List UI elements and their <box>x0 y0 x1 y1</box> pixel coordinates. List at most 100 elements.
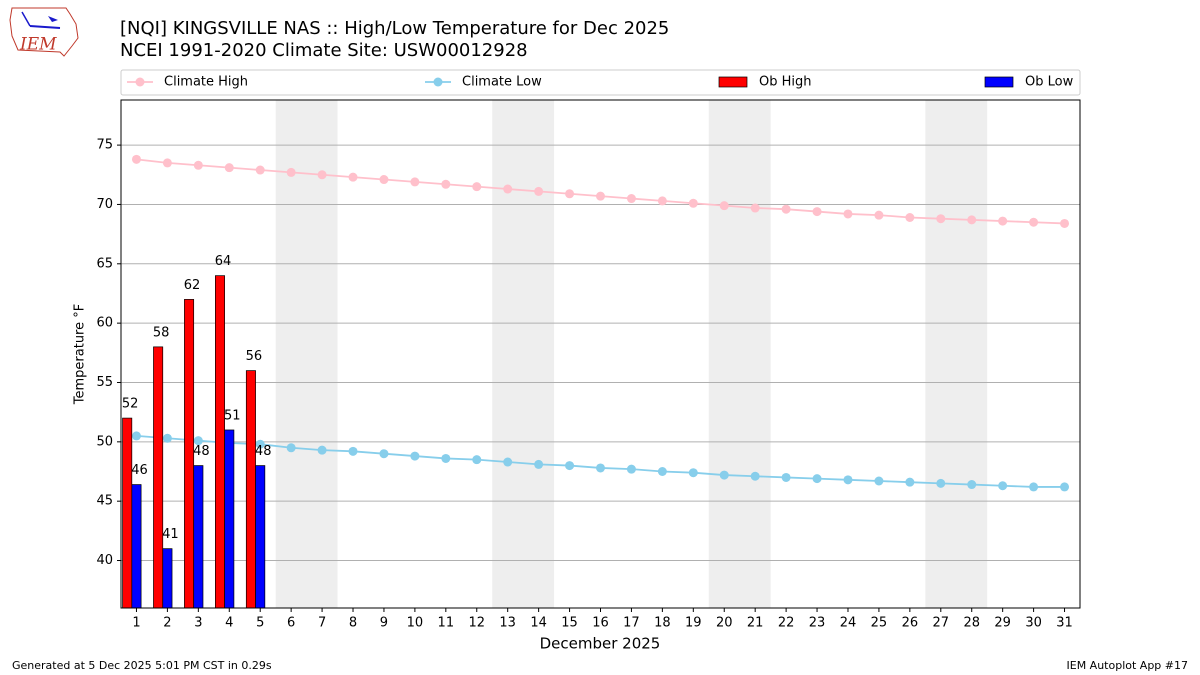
point <box>131 154 141 164</box>
legend-label: Climate Low <box>462 75 542 90</box>
data-label: 48 <box>255 444 272 459</box>
point <box>626 194 636 204</box>
x-tick-label: 24 <box>840 616 857 631</box>
x-tick-label: 29 <box>994 616 1011 631</box>
data-label: 46 <box>131 463 148 478</box>
point <box>1060 218 1070 228</box>
point <box>348 446 358 456</box>
x-tick-label: 25 <box>871 616 888 631</box>
bar <box>153 346 164 609</box>
chart-title: [NQI] KINGSVILLE NAS :: High/Low Tempera… <box>120 18 669 39</box>
point <box>936 478 946 488</box>
logo: IEM <box>9 7 79 57</box>
point <box>503 457 513 467</box>
point <box>657 467 667 477</box>
point <box>750 471 760 481</box>
weekend-shade <box>925 100 988 608</box>
point <box>224 163 234 173</box>
point <box>874 210 884 220</box>
y-tick-label: 60 <box>96 316 113 331</box>
point <box>441 453 451 463</box>
point <box>131 431 141 441</box>
point <box>998 216 1008 226</box>
point <box>596 191 605 201</box>
y-tick-label: 45 <box>96 494 113 509</box>
point <box>534 459 544 469</box>
bar <box>131 484 142 609</box>
point <box>874 476 884 486</box>
point <box>348 172 358 182</box>
point <box>379 449 389 459</box>
x-tick-label: 28 <box>963 616 980 631</box>
point <box>688 468 698 478</box>
point <box>162 433 172 443</box>
point <box>967 480 977 490</box>
x-tick-label: 23 <box>809 616 826 631</box>
point <box>441 179 451 189</box>
footer-right: IEM Autoplot App #17 <box>1067 659 1189 672</box>
x-tick-label: 7 <box>318 616 326 631</box>
x-tick-label: 15 <box>561 616 578 631</box>
data-label: 62 <box>184 278 201 293</box>
point <box>843 475 853 485</box>
x-tick-label: 9 <box>380 616 388 631</box>
point <box>472 182 482 192</box>
x-tick-label: 22 <box>778 616 795 631</box>
legend-marker <box>433 77 443 87</box>
x-tick-label: 1 <box>132 616 140 631</box>
data-label: 52 <box>122 397 139 412</box>
bar <box>224 429 235 609</box>
weekend-shade <box>708 100 771 608</box>
y-tick-label: 50 <box>96 434 113 449</box>
x-tick-label: 8 <box>349 616 357 631</box>
x-tick-label: 30 <box>1025 616 1042 631</box>
data-label: 56 <box>246 349 263 364</box>
point <box>812 207 822 217</box>
bar <box>215 275 225 609</box>
point <box>472 455 482 465</box>
x-tick-label: 12 <box>468 616 485 631</box>
x-tick-label: 31 <box>1056 616 1073 631</box>
point <box>255 165 265 175</box>
logo-text: IEM <box>19 35 57 55</box>
point <box>843 209 853 219</box>
point <box>565 189 575 199</box>
x-tick-label: 20 <box>716 616 733 631</box>
point <box>1029 482 1039 492</box>
x-tick-label: 11 <box>438 616 455 631</box>
x-tick-label: 16 <box>592 616 609 631</box>
legend-label: Climate High <box>164 75 248 90</box>
point <box>1060 482 1070 492</box>
bar <box>162 548 173 609</box>
bar <box>245 370 256 609</box>
line <box>136 158 1065 225</box>
footer-left: Generated at 5 Dec 2025 5:01 PM CST in 0… <box>12 659 272 672</box>
y-tick-label: 65 <box>96 256 113 271</box>
point <box>193 160 203 170</box>
point <box>379 175 389 185</box>
point <box>781 472 791 482</box>
legend-label: Ob Low <box>1025 75 1074 90</box>
data-label: 58 <box>153 325 170 340</box>
point <box>565 461 575 471</box>
y-tick-label: 55 <box>96 375 113 390</box>
point <box>936 214 946 224</box>
line <box>136 434 1065 488</box>
point <box>905 213 915 223</box>
y-tick-label: 40 <box>96 553 113 568</box>
x-tick-label: 21 <box>747 616 764 631</box>
point <box>905 477 915 487</box>
point <box>998 481 1008 491</box>
bar <box>193 465 204 609</box>
point <box>410 451 420 461</box>
data-label: 64 <box>215 254 232 269</box>
x-axis-label: December 2025 <box>540 635 661 653</box>
point <box>1029 217 1039 227</box>
x-tick-label: 26 <box>902 616 919 631</box>
legend-label: Ob High <box>759 75 812 90</box>
legend-swatch <box>984 76 1014 88</box>
data-label: 41 <box>162 527 179 542</box>
point <box>657 196 667 206</box>
x-tick-label: 2 <box>163 616 171 631</box>
